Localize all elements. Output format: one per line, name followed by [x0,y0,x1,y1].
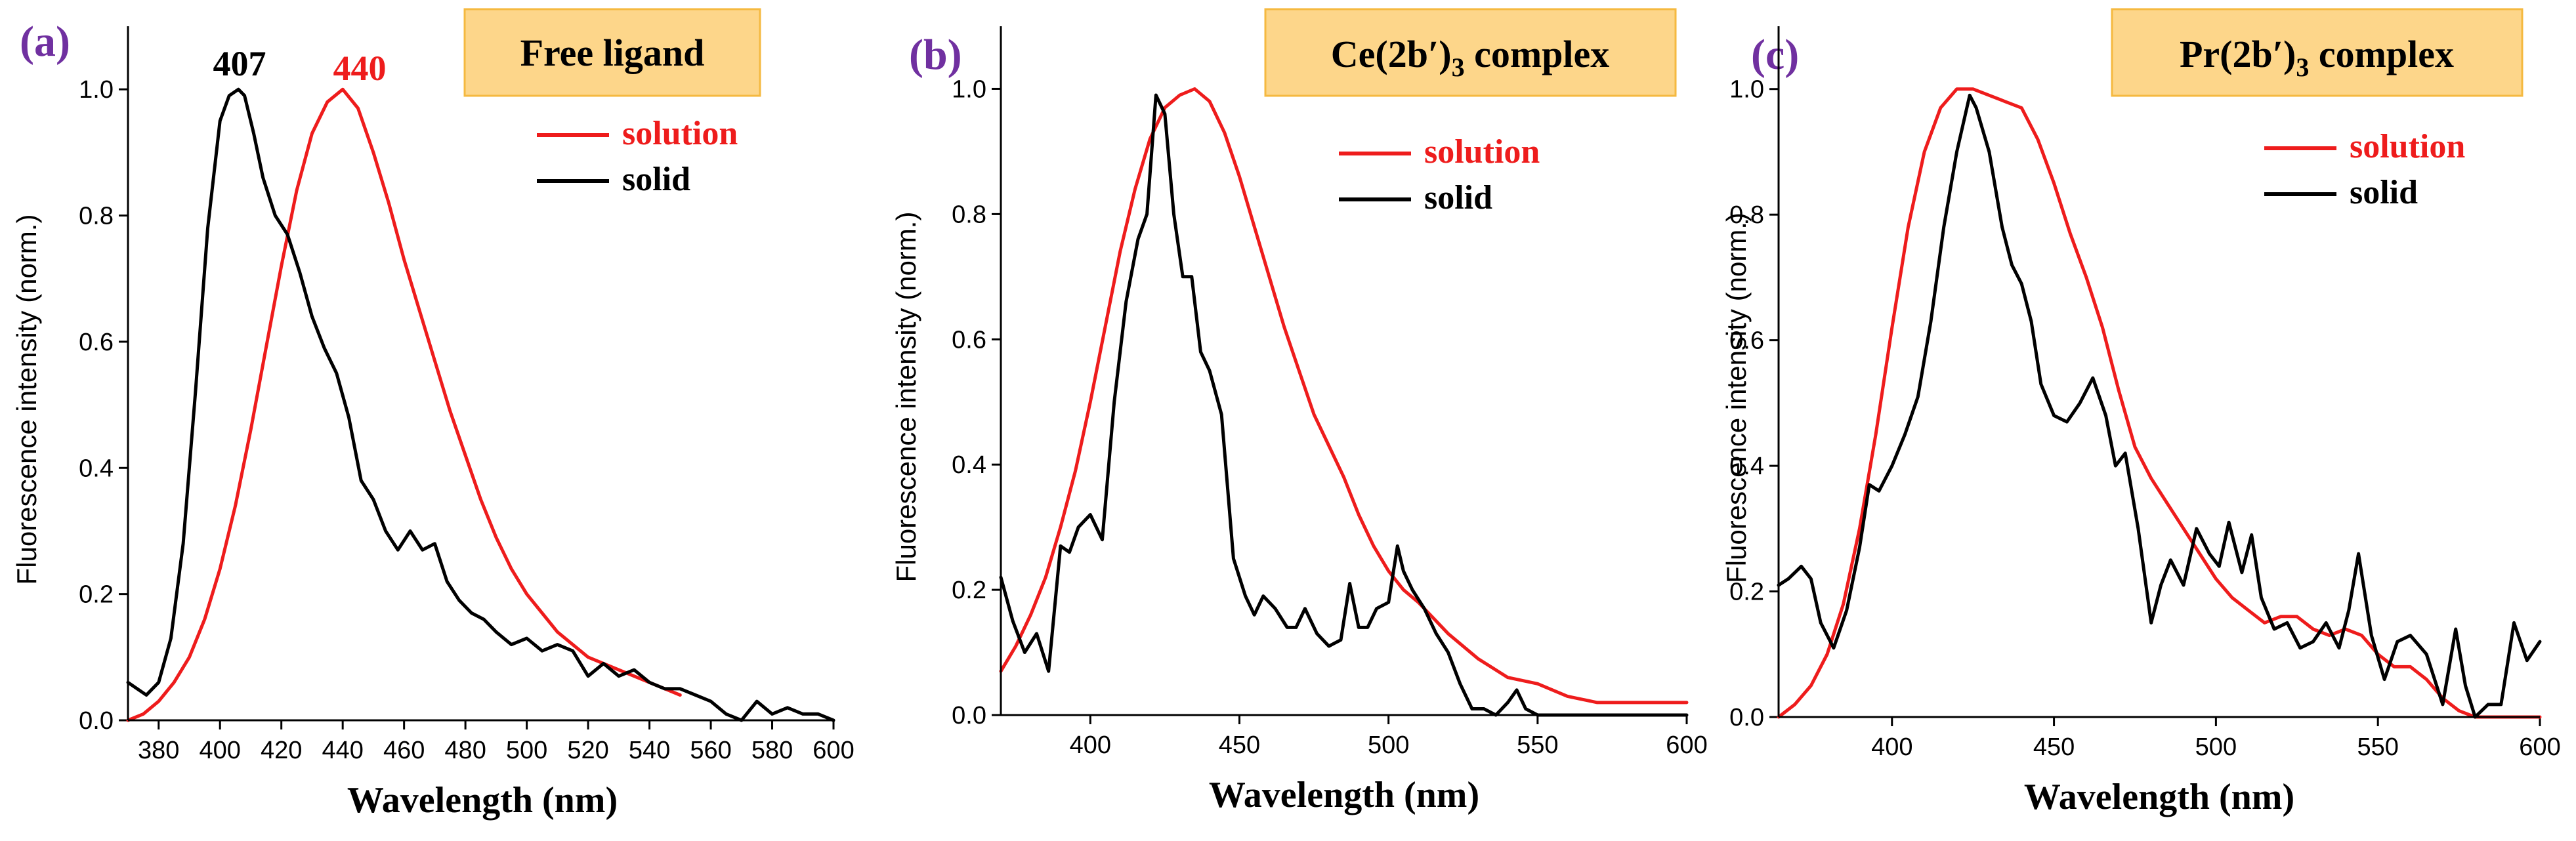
x-tick-label: 450 [1219,731,1260,759]
y-axis-ticks: 0.0 0.2 0.4 0.6 0.8 1.0 [1729,76,1779,731]
y-tick-label: 0.6 [1729,327,1764,355]
y-tick-label: 0.4 [952,451,986,479]
x-tick-label: 600 [2519,733,2560,761]
y-tick-label: 0.4 [1729,453,1764,480]
y-axis-ticks: 0.0 0.2 0.4 0.6 0.8 1.0 [79,76,128,735]
chart-title: Free ligand [520,31,705,74]
chart-title-box [463,8,761,97]
series-layer [1777,87,2542,719]
legend-label-solid: solid [1424,179,1492,216]
series-line-solid [126,87,835,722]
y-tick-label: 0.0 [1729,704,1764,731]
panel-b: (b) Ce(2b′)3 complex 400 450 500 550 600 0.0… [891,8,1708,815]
chart-title: Ce(2b′)3 complex [1331,33,1610,82]
x-tick-label: 480 [444,737,486,764]
chart-title-box [1264,8,1677,97]
series-line-solution [1777,87,2542,719]
legend-label-solution: solution [1424,133,1540,171]
y-axis-label: Fluorescence intensity (norm.) [1721,213,1752,583]
x-tick-label: 600 [1666,731,1707,759]
peak-annotation-solid: 407 [213,44,266,83]
y-axis-label: Fluorescence intensity (norm.) [11,215,42,585]
x-tick-label: 450 [2033,733,2075,761]
legend-label-solid: solid [622,161,690,198]
chart-title-part: complex [1465,33,1610,75]
legend-label-solid: solid [2350,174,2418,211]
legend: solution solid [2264,128,2465,211]
series-layer [126,87,835,722]
x-tick-label: 460 [383,737,425,764]
series-line-solid [1777,93,2542,719]
x-axis-ticks: 400 450 500 550 600 [1871,717,2561,761]
y-tick-label: 0.8 [79,203,114,230]
x-tick-label: 500 [2195,733,2237,761]
chart-title-part: Ce(2b′) [1331,33,1452,75]
y-tick-label: 0.0 [79,707,114,735]
chart-title-box [2111,8,2523,97]
x-tick-label: 500 [1368,731,1409,759]
chart-title-subscript: 3 [1452,52,1465,82]
y-tick-label: 0.6 [952,326,986,354]
x-tick-label: 540 [629,737,670,764]
y-tick-label: 0.0 [952,702,986,729]
y-tick-label: 0.8 [952,201,986,228]
panel-c: (c) Pr(2b′)3 complex 400 450 500 550 600 0.0… [1721,8,2561,817]
y-axis-ticks: 0.0 0.2 0.4 0.6 0.8 1.0 [952,75,1001,729]
chart-title-part: complex [2309,33,2454,75]
y-tick-label: 0.2 [79,581,114,609]
y-tick-label: 0.8 [1729,201,1764,229]
x-axis-label: Wavelength (nm) [1209,775,1479,815]
x-tick-label: 400 [1070,731,1111,759]
x-axis-label: Wavelength (nm) [2024,777,2294,817]
panel-a: (a) Free ligand 407 440 380 400 420 440 460 4… [11,8,855,821]
legend-label-solution: solution [2350,128,2465,165]
y-tick-label: 0.2 [1729,579,1764,606]
series-line-solution [999,87,1689,705]
x-tick-label: 550 [2357,733,2398,761]
y-tick-label: 1.0 [79,76,114,104]
legend: solution solid [537,115,738,198]
x-tick-label: 520 [567,737,608,764]
series-layer [999,87,1689,717]
x-axis-label: Wavelength (nm) [347,780,618,821]
panel-label: (b) [909,31,962,79]
x-tick-label: 400 [1871,733,1912,761]
y-tick-label: 1.0 [952,75,986,103]
series-line-solution [126,87,682,722]
panel-label: (c) [1751,31,1799,79]
x-tick-label: 380 [138,737,179,764]
x-tick-label: 600 [813,737,854,764]
peak-annotation-solution: 440 [333,49,387,88]
x-axis-ticks: 400 450 500 550 600 [1070,715,1708,759]
x-tick-label: 550 [1517,731,1558,759]
y-axis-label: Fluorescence intensity (norm.) [891,212,921,583]
x-tick-label: 560 [690,737,731,764]
y-tick-label: 0.4 [79,455,114,482]
x-tick-label: 400 [200,737,241,764]
x-tick-label: 580 [751,737,793,764]
x-tick-label: 500 [506,737,547,764]
series-line-solid [999,93,1689,717]
chart-title: Pr(2b′)3 complex [2180,33,2454,82]
x-tick-label: 420 [261,737,302,764]
legend-label-solution: solution [622,115,738,152]
chart-title-part: Pr(2b′) [2180,33,2296,75]
y-tick-label: 0.2 [952,577,986,604]
y-tick-label: 0.6 [79,329,114,356]
x-axis-ticks: 380 400 420 440 460 480 500 520 540 560 580 600 [138,720,855,764]
x-tick-label: 440 [322,737,363,764]
panel-label: (a) [20,18,70,66]
legend: solution solid [1339,133,1540,216]
chart-title-subscript: 3 [2296,52,2309,82]
y-tick-label: 1.0 [1729,76,1764,104]
